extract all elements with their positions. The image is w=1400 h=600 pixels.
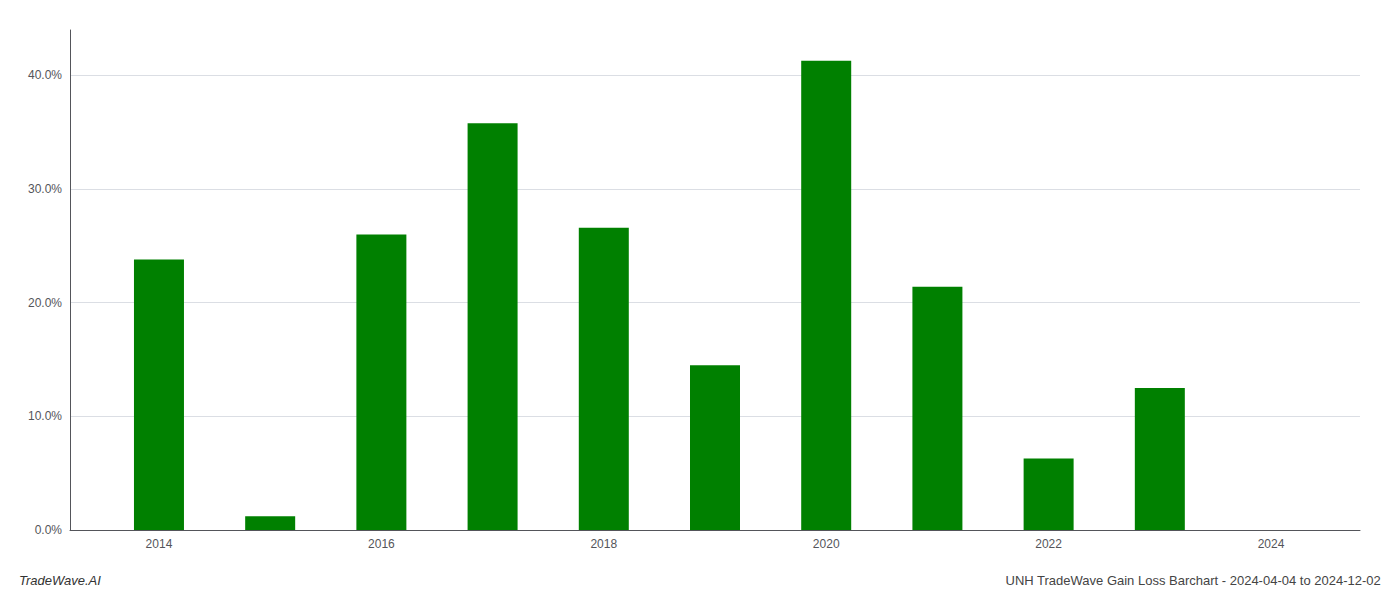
- svg-text:30.0%: 30.0%: [28, 182, 62, 196]
- svg-text:2014: 2014: [146, 537, 173, 551]
- svg-text:TradeWave.AI: TradeWave.AI: [19, 573, 101, 588]
- svg-text:UNH TradeWave Gain Loss Barcha: UNH TradeWave Gain Loss Barchart - 2024-…: [1005, 573, 1380, 588]
- svg-text:2020: 2020: [813, 537, 840, 551]
- svg-text:0.0%: 0.0%: [35, 523, 63, 537]
- svg-text:20.0%: 20.0%: [28, 296, 62, 310]
- svg-text:2016: 2016: [368, 537, 395, 551]
- svg-text:10.0%: 10.0%: [28, 409, 62, 423]
- svg-text:2018: 2018: [590, 537, 617, 551]
- svg-text:40.0%: 40.0%: [28, 68, 62, 82]
- svg-text:2022: 2022: [1035, 537, 1062, 551]
- svg-text:2024: 2024: [1258, 537, 1285, 551]
